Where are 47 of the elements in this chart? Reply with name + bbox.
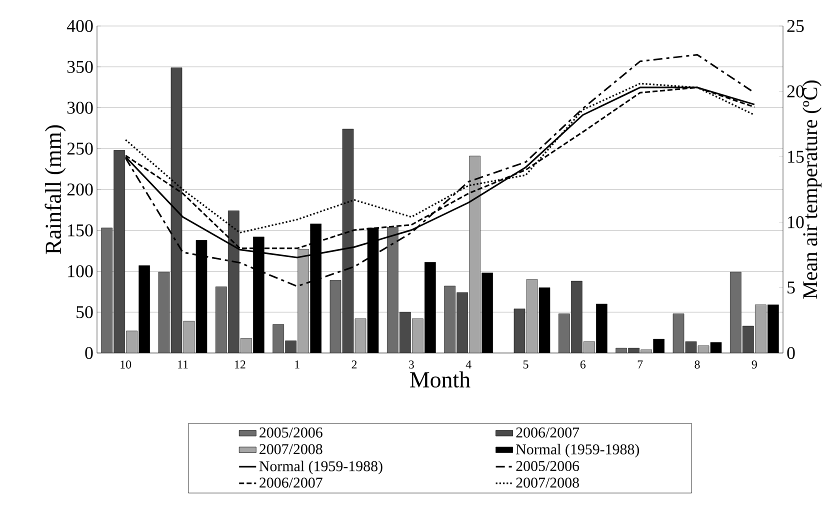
legend-label: 2007/2008 [260, 444, 322, 454]
bar [730, 272, 742, 353]
bar [216, 286, 227, 353]
legend-label: 2007/2008 [516, 478, 579, 488]
x-tick-label: 8 [694, 360, 700, 369]
y-axis-title: Rainfall (mm) [44, 125, 66, 254]
legend-label: 2006/2007 [516, 427, 580, 438]
x-tick-label: 7 [638, 360, 643, 368]
y2-tick-label: 10 [788, 216, 804, 228]
x-tick-label: 1 [295, 360, 300, 368]
legend-label: 2005/2006 [260, 427, 322, 438]
x-tick-label: 10 [120, 360, 132, 369]
bar [444, 286, 456, 353]
x-tick-label: 3 [409, 360, 414, 369]
bar [330, 280, 342, 353]
y-tick-label: 300 [67, 102, 93, 114]
legend-label: 2005/2006 [516, 460, 580, 472]
y2-tick-label: 0 [787, 346, 795, 360]
x-tick-label: 9 [752, 360, 757, 369]
bar [272, 324, 284, 353]
y2-tick-label: 25 [787, 20, 804, 32]
y-tick-label: 100 [68, 265, 93, 278]
bar [558, 314, 570, 353]
y2-tick-label: 20 [787, 85, 804, 98]
y2-tick-label: 5 [788, 282, 795, 294]
bar [101, 228, 112, 353]
x-tick-label: 2 [352, 360, 357, 368]
x-tick-label: 5 [523, 360, 528, 368]
bar [387, 226, 398, 353]
y-tick-label: 400 [66, 20, 93, 32]
y2-axis-title: Mean air temperature (ºC) [802, 80, 822, 299]
y-tick-label: 350 [67, 60, 93, 73]
x-tick-label: 12 [234, 360, 246, 368]
x-tick-label: 11 [178, 360, 188, 368]
x-axis-title: Month [410, 371, 470, 388]
bar [158, 272, 170, 353]
y-tick-label: 50 [76, 306, 93, 318]
y-tick-label: 0 [85, 346, 93, 360]
y-tick-label: 250 [67, 142, 93, 155]
x-tick-label: 4 [466, 360, 472, 368]
legend-label: 2006/2007 [260, 478, 322, 488]
legend-label: Normal (1959-1988) [259, 460, 382, 474]
y-tick-label: 200 [67, 183, 93, 196]
x-tick-label: 6 [580, 360, 586, 369]
y2-tick-label: 15 [788, 150, 804, 163]
y-tick-label: 150 [68, 224, 93, 236]
legend-label: Normal (1959-1988) [516, 444, 640, 458]
